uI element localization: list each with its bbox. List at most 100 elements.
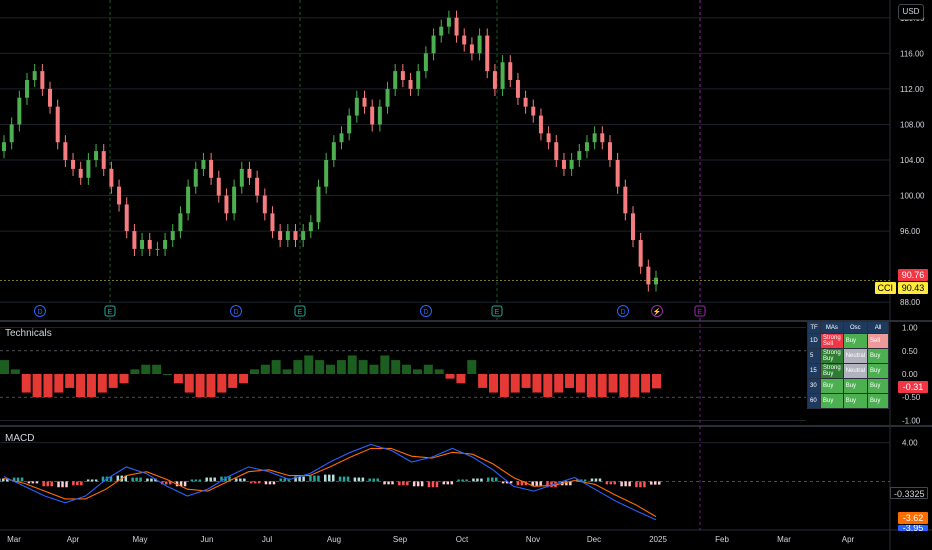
- candle-body: [492, 71, 497, 89]
- macd-hist-bar: [550, 481, 553, 488]
- technicals-tick-label: 1.00: [902, 324, 918, 333]
- technicals-bar: [65, 374, 75, 388]
- candle-body: [569, 160, 574, 169]
- macd-hist-bar: [235, 478, 238, 482]
- candle-body: [446, 17, 451, 27]
- macd-hist-value-tag: -0.3325: [890, 487, 928, 499]
- time-tick-label: Feb: [715, 535, 729, 544]
- row-all: Buy: [867, 363, 890, 379]
- macd-hist-bar: [313, 475, 316, 482]
- candle-body: [561, 160, 566, 169]
- technicals-bar: [445, 374, 455, 379]
- candle-body: [630, 213, 635, 240]
- candle-body: [32, 71, 37, 80]
- technicals-bar: [641, 374, 651, 393]
- time-tick-label: Apr: [66, 535, 80, 544]
- macd-hist-bar: [287, 478, 291, 482]
- technicals-bar: [608, 374, 618, 393]
- candle-body: [201, 160, 206, 169]
- macd-hist-bar: [72, 481, 75, 486]
- macd-hist-bar: [198, 479, 202, 482]
- table-row: 60 Buy Buy Buy: [807, 393, 890, 409]
- time-tick-label: Mar: [777, 535, 791, 544]
- candle-body: [163, 240, 168, 249]
- time-tick-label: Mar: [7, 535, 21, 544]
- candle-body: [9, 124, 14, 143]
- macd-hist-bar: [16, 477, 20, 482]
- header-tf: TF: [807, 321, 821, 334]
- technicals-bar: [347, 355, 357, 374]
- technicals-bar: [630, 374, 640, 398]
- macd-hist-bar: [412, 481, 416, 487]
- technicals-bar: [575, 374, 585, 393]
- candle-body: [623, 186, 628, 214]
- technicals-bar: [532, 374, 542, 393]
- technicals-bar: [141, 364, 151, 374]
- candle-body: [170, 231, 175, 240]
- row-all: Buy: [867, 348, 890, 364]
- cci-label-tag: CCI: [874, 282, 896, 294]
- macd-hist-bar: [12, 477, 16, 482]
- macd-hist-bar: [520, 481, 524, 486]
- macd-hist-bar: [0, 478, 1, 482]
- candle-body: [584, 142, 589, 152]
- candle-body: [646, 266, 651, 285]
- macd-hist-bar: [124, 475, 128, 482]
- row-mas: Strong Buy: [820, 363, 844, 379]
- candle-body: [331, 142, 336, 160]
- macd-hist-bar: [590, 478, 594, 482]
- technicals-bar: [412, 369, 422, 374]
- technicals-bar: [456, 374, 466, 384]
- macd-hist-bar: [253, 481, 257, 484]
- candle-body: [454, 17, 459, 36]
- header-osc: Osc: [842, 321, 869, 334]
- macd-hist-bar: [279, 478, 283, 482]
- candle-body: [546, 133, 551, 143]
- candle-body: [293, 231, 298, 240]
- row-osc: Buy: [842, 378, 869, 394]
- candle-body: [385, 88, 390, 107]
- technicals-bar: [43, 374, 53, 398]
- macd-hist-bar: [169, 481, 172, 485]
- technicals-bar: [54, 374, 64, 393]
- candle-body: [339, 133, 344, 143]
- macd-hist-bar: [101, 476, 105, 482]
- technicals-bar: [358, 360, 368, 374]
- time-tick-label: Aug: [326, 535, 342, 544]
- candle-body: [531, 106, 536, 116]
- row-all: Sell: [867, 333, 890, 349]
- row-mas: Strong Buy: [820, 348, 844, 364]
- candle-body: [577, 151, 582, 160]
- macd-hist-bar: [539, 481, 542, 487]
- macd-hist-bar: [243, 478, 246, 482]
- macd-hist-bar: [239, 478, 242, 482]
- time-tick-label: May: [132, 535, 148, 544]
- candle-body: [147, 240, 152, 249]
- macd-hist-bar: [80, 481, 83, 486]
- technicals-bar: [478, 374, 488, 388]
- macd-hist-bar: [294, 476, 297, 482]
- macd-hist-bar: [391, 481, 394, 485]
- technicals-bar: [467, 360, 477, 374]
- macd-hist-bar: [109, 476, 113, 482]
- candle-body: [124, 204, 129, 232]
- technicals-bar: [184, 374, 194, 393]
- macd-hist-bar: [465, 479, 468, 482]
- macd-hist-bar: [146, 478, 149, 482]
- macd-hist-bar: [346, 476, 350, 482]
- macd-hist-bar: [94, 479, 98, 482]
- technicals-bar: [315, 360, 325, 374]
- candle-body: [362, 97, 367, 107]
- currency-button[interactable]: USD: [898, 4, 924, 20]
- technicals-bar: [228, 374, 238, 388]
- macd-hist-bar: [20, 477, 24, 482]
- time-tick-label: Jul: [261, 535, 273, 544]
- macd-hist-bar: [50, 481, 53, 487]
- technicals-tick-label: -0.50: [902, 393, 921, 402]
- macd-hist-bar: [135, 477, 138, 482]
- candle-body: [400, 71, 405, 80]
- candle-body: [40, 71, 45, 89]
- row-tf: 15: [807, 363, 821, 379]
